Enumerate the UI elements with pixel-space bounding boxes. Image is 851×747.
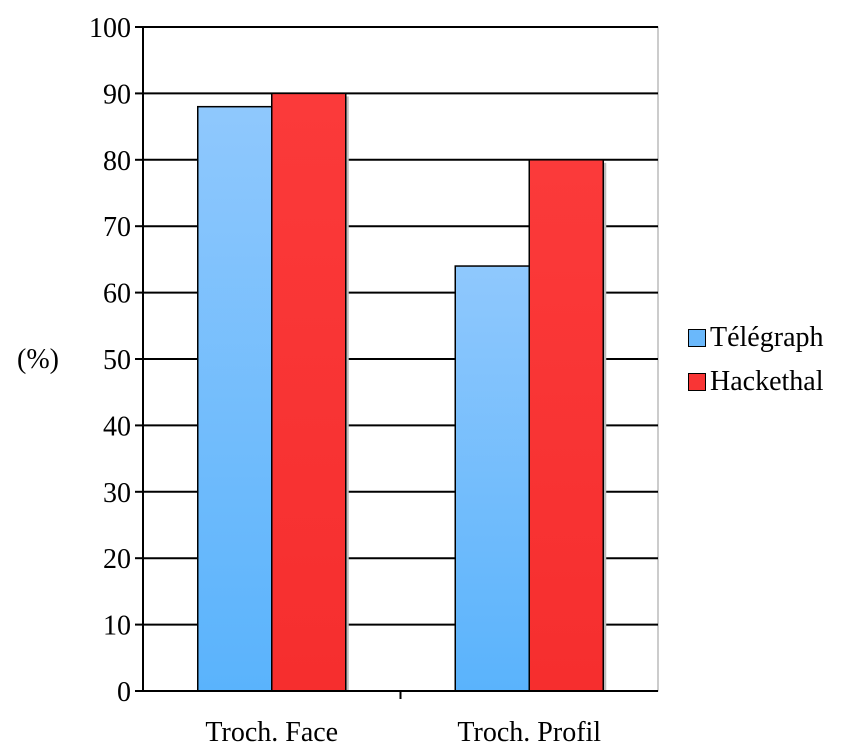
bar-hackethal-2 <box>528 159 604 692</box>
legend-swatch-telegraph <box>688 329 706 347</box>
y-tick-label: 30 <box>103 478 131 509</box>
y-tick-label: 80 <box>103 146 131 177</box>
legend-item-hackethal: Hackethal <box>688 360 824 404</box>
y-tick-label: 0 <box>117 677 131 708</box>
legend-item-telegraph: Télégraph <box>688 316 824 360</box>
y-tick-label: 70 <box>103 212 131 243</box>
y-axis-label: (%) <box>17 344 59 375</box>
legend-label-hackethal: Hackethal <box>710 366 824 397</box>
y-tick-label: 40 <box>103 411 131 442</box>
x-category-label: Troch. Profil <box>457 717 601 747</box>
legend: Télégraph Hackethal <box>688 316 824 404</box>
y-tick-label: 50 <box>103 345 131 376</box>
legend-label-telegraph: Télégraph <box>710 322 824 353</box>
axes <box>135 26 658 699</box>
bar-telegraph-1 <box>197 105 273 692</box>
bars <box>197 92 607 692</box>
legend-swatch-hackethal <box>688 373 706 391</box>
bar-telegraph-2 <box>454 265 530 692</box>
y-tick-label: 60 <box>103 279 131 310</box>
y-tick-label: 20 <box>103 544 131 575</box>
y-tick-label: 100 <box>89 13 131 44</box>
tick-labels: 0 10 20 30 40 50 60 70 80 90 100 <box>89 13 131 708</box>
x-category-label: Troch. Face <box>205 717 338 747</box>
category-labels: Troch. Face Troch. Profil <box>205 717 601 747</box>
bar-hackethal-1 <box>271 92 347 692</box>
y-tick-label: 90 <box>103 79 131 110</box>
y-tick-label: 10 <box>103 611 131 642</box>
